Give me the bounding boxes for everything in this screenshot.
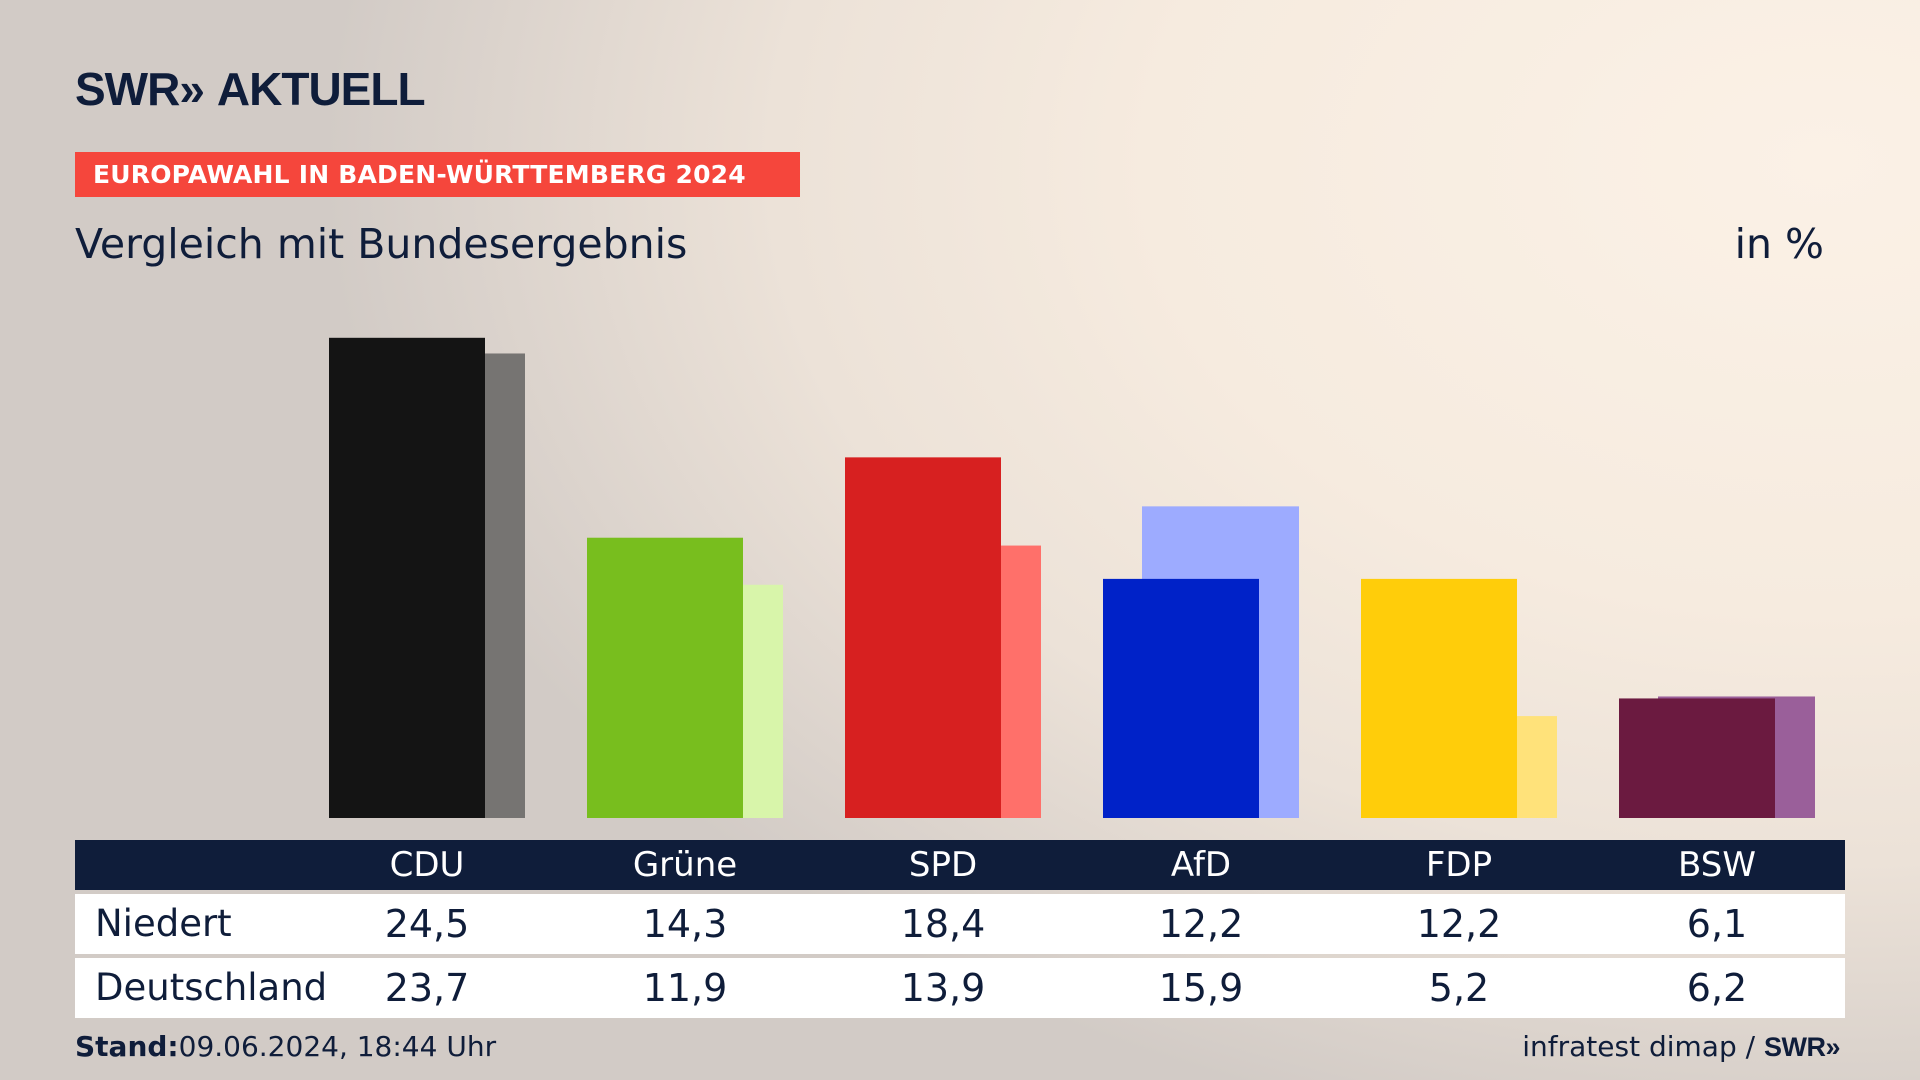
value-niedert-cdu: 24,5 <box>384 902 470 946</box>
unit-label: in % <box>1734 220 1824 268</box>
source-text: infratest dimap / <box>1522 1030 1756 1063</box>
value-niedert-bsw: 6,1 <box>1686 902 1748 946</box>
stand-value: 09.06.2024, 18:44 Uhr <box>178 1030 497 1063</box>
source-brand: SWR <box>1763 1032 1826 1062</box>
value-niedert-spd: 18,4 <box>900 902 986 946</box>
timestamp: Stand:09.06.2024, 18:44 Uhr <box>75 1030 496 1063</box>
value-deutschland-afd: 15,9 <box>1158 966 1244 1010</box>
bar-chart <box>329 337 1815 818</box>
logo-brand: SWR <box>75 63 180 115</box>
bar-niedert-grne <box>587 537 743 818</box>
value-niedert-fdp: 12,2 <box>1416 902 1502 946</box>
column-header-spd: SPD <box>908 845 978 885</box>
source-credit: infratest dimap / SWR» <box>1522 1030 1840 1063</box>
value-deutschland-cdu: 23,7 <box>384 966 470 1010</box>
value-niedert-grne: 14,3 <box>642 902 728 946</box>
stand-label: Stand: <box>75 1030 179 1063</box>
bar-niedert-cdu <box>329 337 485 818</box>
column-header-afd: AfD <box>1170 845 1232 885</box>
row-label-deutschland: Deutschland <box>95 966 328 1009</box>
column-header-cdu: CDU <box>389 845 465 885</box>
bar-niedert-spd <box>845 457 1001 818</box>
row-label-niedert: Niedert <box>95 902 232 945</box>
election-banner: EUROPAWAHL IN BADEN-WÜRTTEMBERG 2024 <box>75 152 800 197</box>
results-table: CDU Grüne SPD AfD FDP BSW Niedert 24,5 14,3 18,… <box>75 840 1845 1018</box>
value-deutschland-grne: 11,9 <box>642 966 728 1010</box>
value-niedert-afd: 12,2 <box>1158 902 1244 946</box>
table-header-row: CDU Grüne SPD AfD FDP BSW <box>75 840 1845 890</box>
value-deutschland-fdp: 5,2 <box>1428 966 1490 1010</box>
table-row-deutschland: Deutschland 23,7 11,9 13,9 15,9 5,2 6,2 <box>75 958 1845 1018</box>
value-deutschland-bsw: 6,2 <box>1686 966 1748 1010</box>
bar-niedert-bsw <box>1619 698 1775 818</box>
table-row-niedert: Niedert 24,5 14,3 18,4 12,2 12,2 6,1 <box>75 894 1845 954</box>
source-arrows-icon: » <box>1825 1032 1840 1062</box>
swr-aktuell-logo: SWR» AKTUELL <box>75 63 426 115</box>
column-header-bsw: BSW <box>1678 845 1756 885</box>
logo-name: AKTUELL <box>216 63 426 115</box>
bar-niedert-fdp <box>1361 578 1517 818</box>
column-header-grne: Grüne <box>632 845 738 885</box>
bar-niedert-afd <box>1103 578 1259 818</box>
chart-subtitle: Vergleich mit Bundesergebnis <box>75 220 688 268</box>
value-deutschland-spd: 13,9 <box>900 966 986 1010</box>
column-header-fdp: FDP <box>1425 845 1493 885</box>
